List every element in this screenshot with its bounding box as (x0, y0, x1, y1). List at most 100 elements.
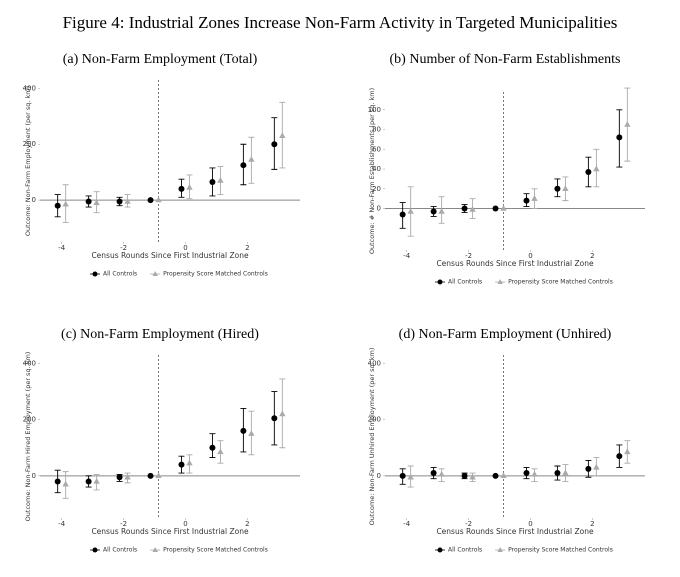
point (93, 477, 100, 484)
legend-marker (437, 279, 443, 285)
y-tick-label: 0 (377, 472, 381, 480)
point (155, 196, 162, 203)
point (585, 168, 592, 175)
y-tick-label: 200 (368, 416, 381, 424)
panel-title: (a) Non-Farm Employment (Total) (63, 52, 258, 67)
point (209, 178, 216, 185)
point (562, 185, 569, 191)
panel: (a) Non-Farm Employment (Total) 0 200 400 -4… (23, 52, 300, 278)
point (116, 474, 123, 481)
point (616, 134, 623, 141)
point (271, 415, 278, 422)
point (461, 472, 468, 479)
point (178, 461, 185, 468)
point (93, 199, 100, 206)
point (500, 205, 507, 211)
point (624, 448, 631, 455)
point (430, 208, 437, 215)
point (85, 198, 92, 205)
panel: (b) Number of Non-Farm Establishments020… (368, 52, 645, 286)
point (271, 141, 278, 148)
panel-title: (b) Number of Non-Farm Establishments (390, 52, 621, 67)
x-tick-label: -2 (120, 520, 127, 528)
point (593, 165, 600, 172)
point (54, 202, 61, 209)
point (531, 470, 538, 477)
legend-label: All Controls (448, 279, 482, 286)
y-axis-label: Outcome: # Non-Farm Establishments (per … (368, 88, 376, 254)
point (562, 469, 569, 476)
legend-marker (497, 547, 503, 552)
legend-marker (152, 271, 158, 276)
x-tick-label: 2 (245, 520, 249, 528)
x-axis-label: Census Rounds Since First Industrial Zon… (91, 251, 249, 260)
point (399, 211, 406, 218)
legend-marker (92, 271, 98, 277)
y-tick-label: 400 (23, 84, 36, 92)
panel: (d) Non-Farm Employment (Unhired) 0 200 400… (368, 327, 645, 554)
x-tick-label: -4 (58, 244, 66, 252)
legend-marker (92, 547, 98, 553)
x-tick-label: -2 (465, 252, 472, 260)
point (186, 184, 193, 190)
panel: (c) Non-Farm Employment (Hired) 0 200 400 -4… (23, 327, 300, 554)
panel-title: (c) Non-Farm Employment (Hired) (61, 327, 259, 342)
point (407, 207, 414, 214)
point (155, 472, 162, 479)
point (279, 132, 286, 139)
legend-marker (497, 279, 503, 284)
legend-marker (437, 547, 443, 553)
point (500, 472, 507, 479)
point (469, 206, 476, 212)
point (438, 207, 445, 214)
point (209, 444, 216, 451)
figure-title: Figure 4: Industrial Zones Increase Non-… (63, 13, 618, 32)
point (523, 470, 530, 477)
point (469, 473, 476, 480)
legend-label: Propensity Score Matched Controls (508, 279, 613, 286)
point (147, 197, 154, 204)
y-tick-label: 0 (32, 196, 36, 204)
y-tick-label: 80 (372, 126, 381, 134)
point (593, 463, 600, 470)
x-tick-label: 0 (183, 520, 187, 528)
point (186, 459, 193, 466)
y-tick-label: 200 (23, 416, 36, 424)
point (54, 478, 61, 485)
legend-label: Propensity Score Matched Controls (163, 547, 268, 554)
point (217, 448, 224, 455)
panel-title: (d) Non-Farm Employment (Unhired) (399, 327, 612, 342)
point (178, 185, 185, 192)
y-axis-label: Outcome: Non-Farm Hired Employment (per … (24, 352, 32, 522)
point (147, 472, 154, 479)
point (492, 472, 499, 479)
y-axis-label: Outcome: Non-Farm Employment (per sq. km… (24, 86, 32, 236)
point (531, 195, 538, 201)
legend-label: All Controls (103, 271, 137, 278)
point (85, 478, 92, 485)
x-tick-label: -2 (120, 244, 127, 252)
x-tick-label: 0 (528, 520, 532, 528)
x-axis-label: Census Rounds Since First Industrial Zon… (436, 259, 594, 268)
x-tick-label: 2 (590, 520, 594, 528)
point (248, 156, 255, 162)
point (616, 453, 623, 460)
y-tick-label: 100 (368, 106, 381, 114)
y-tick-label: 400 (368, 359, 381, 367)
point (585, 465, 592, 472)
point (554, 185, 561, 192)
x-tick-label: -4 (403, 520, 411, 528)
legend-marker (152, 547, 158, 552)
legend-label: All Controls (103, 547, 137, 554)
point (62, 200, 69, 207)
x-tick-label: -4 (58, 520, 66, 528)
x-tick-label: -2 (465, 520, 472, 528)
x-tick-label: 0 (183, 244, 187, 252)
point (624, 121, 631, 127)
point (492, 205, 499, 212)
y-tick-label: 0 (32, 472, 36, 480)
legend-label: Propensity Score Matched Controls (163, 271, 268, 278)
y-tick-label: 40 (372, 165, 381, 173)
